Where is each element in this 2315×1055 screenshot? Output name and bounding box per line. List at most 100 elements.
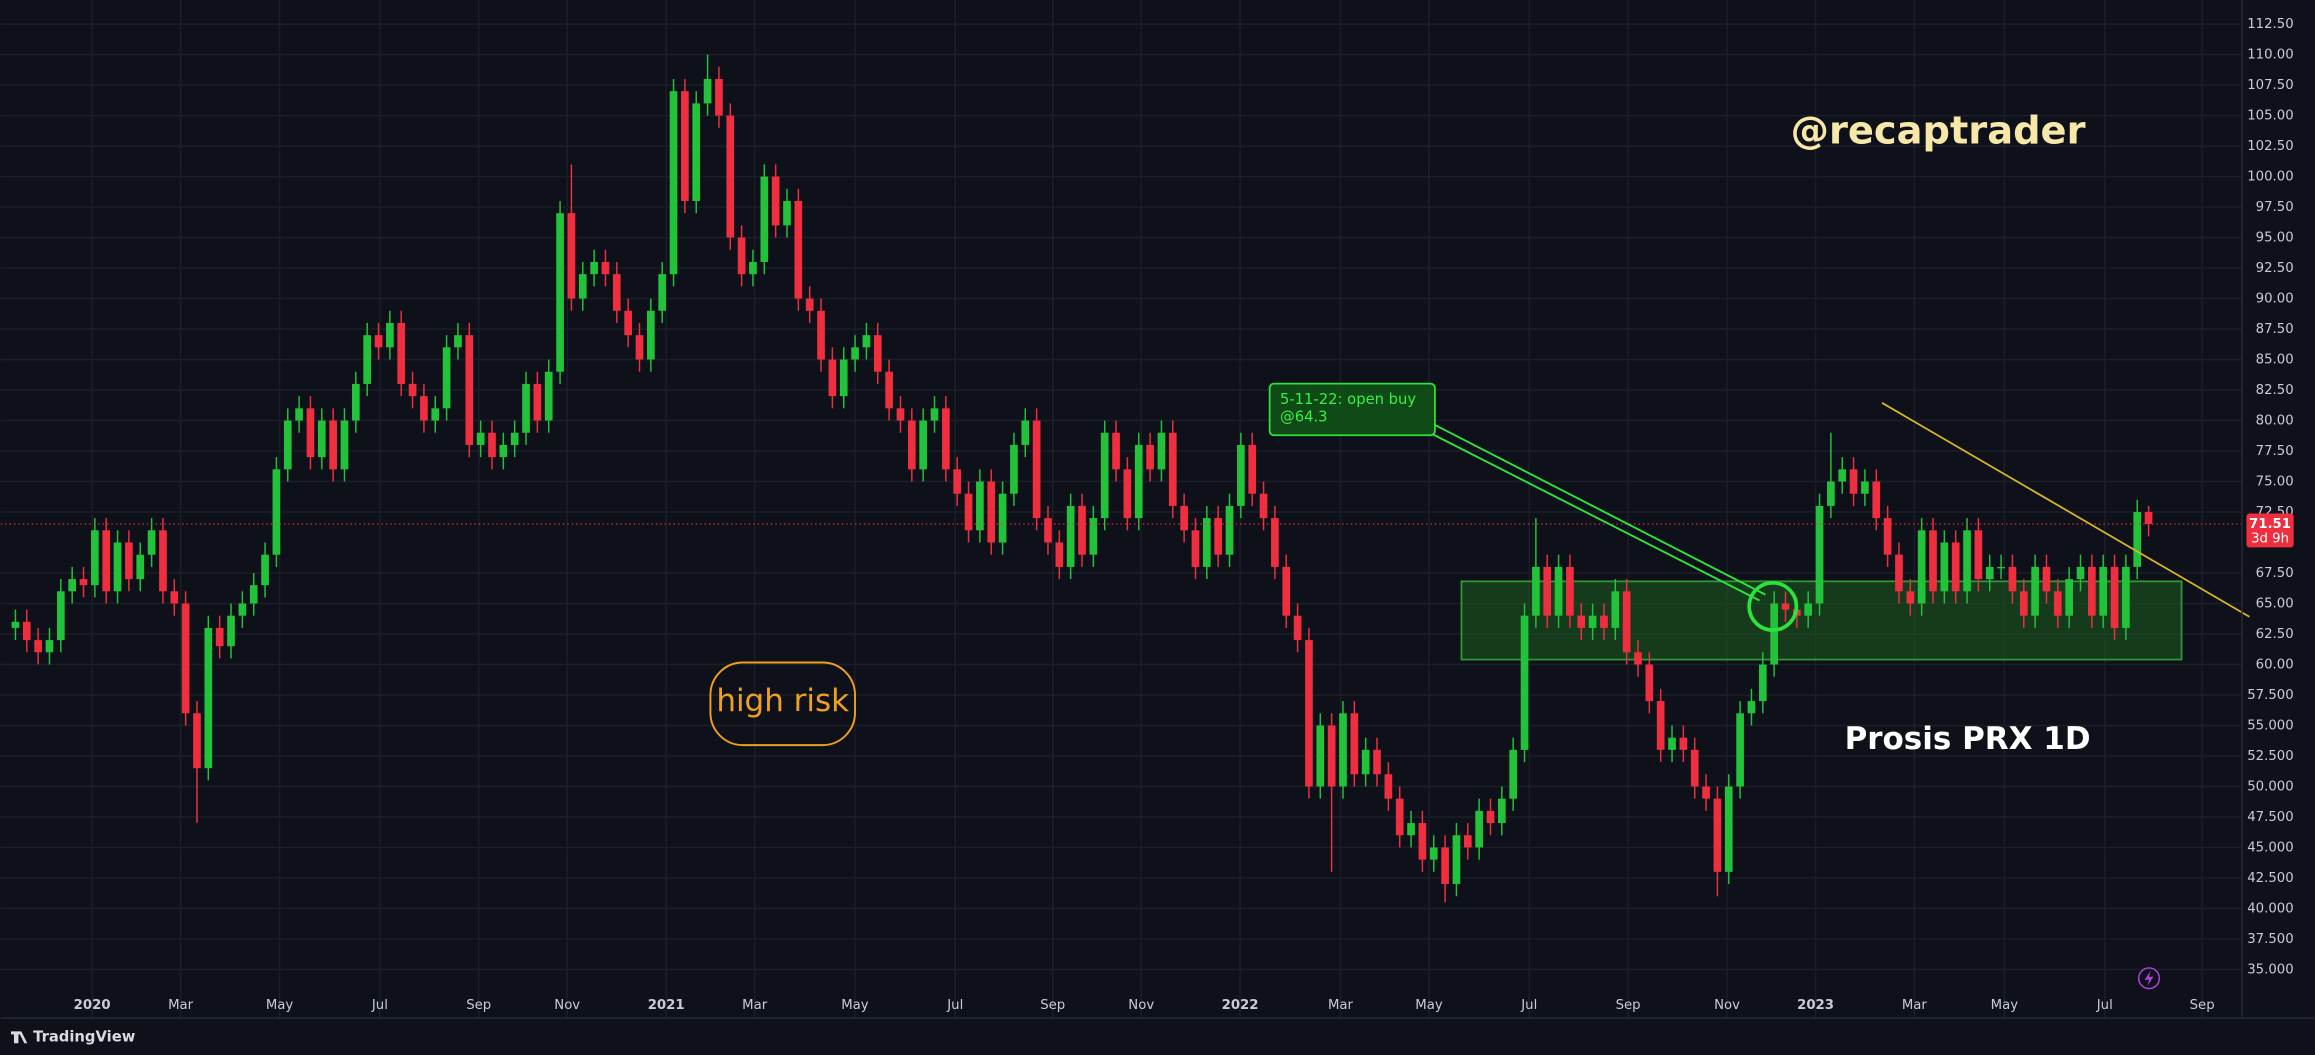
- x-tick-label: 2020: [74, 998, 111, 1013]
- candle-body: [760, 176, 769, 262]
- candle-body: [1588, 615, 1597, 628]
- candle-body: [329, 420, 337, 470]
- candle-body: [1554, 566, 1563, 616]
- x-tick-label: May: [841, 998, 869, 1013]
- candle-body: [1066, 505, 1075, 567]
- candle-body: [374, 335, 383, 348]
- candle-body: [1849, 469, 1858, 494]
- candle-body: [1395, 798, 1404, 836]
- candle-body: [465, 335, 474, 445]
- x-tick-label: Sep: [1616, 998, 1641, 1013]
- watermark: @recaptrader: [1791, 108, 2086, 153]
- callout-pointer: [1434, 424, 1766, 596]
- y-tick-label: 82.50: [2256, 383, 2294, 398]
- candle-body: [533, 383, 542, 421]
- candle-body: [2122, 566, 2130, 628]
- symbol-label: Prosis PRX 1D: [1845, 721, 2091, 757]
- candle-body: [1668, 737, 1676, 750]
- x-tick-label: Sep: [2190, 998, 2215, 1013]
- candle-body: [317, 420, 326, 458]
- countdown: 3d 9h: [2251, 532, 2289, 547]
- candle-body: [805, 298, 814, 311]
- candle-body: [601, 261, 610, 275]
- candle-body: [1690, 749, 1699, 787]
- x-tick-label: 2022: [1222, 998, 1259, 1013]
- x-tick-label: May: [1991, 998, 2019, 1013]
- candle-body: [170, 591, 179, 604]
- y-tick-label: 47.500: [2247, 810, 2293, 825]
- candle-body: [249, 585, 258, 604]
- callout-box: [1268, 382, 1436, 437]
- x-tick-label: Nov: [1128, 998, 1154, 1013]
- y-tick-label: 105.00: [2247, 109, 2293, 124]
- candle-body: [147, 530, 156, 555]
- candle-body: [159, 530, 167, 592]
- candle-body: [125, 542, 133, 580]
- candle-body: [658, 274, 667, 311]
- x-tick-label: Mar: [1902, 998, 1928, 1013]
- callout-text: 5-11-22: open buy: [1280, 391, 1416, 408]
- candle-body: [1112, 432, 1120, 470]
- candle-body: [11, 621, 20, 628]
- candle-body: [181, 603, 190, 714]
- candle-body: [1963, 530, 1971, 592]
- candle-body: [22, 621, 31, 641]
- y-tick-label: 42.500: [2247, 871, 2293, 886]
- x-tick-label: Sep: [466, 998, 491, 1013]
- candle-body: [1452, 835, 1461, 885]
- candle-body: [612, 274, 621, 311]
- candle-body: [397, 322, 406, 384]
- y-tick-label: 77.50: [2256, 444, 2294, 459]
- candle-body: [408, 383, 417, 397]
- candle-body: [1327, 725, 1336, 787]
- candle-body: [1861, 481, 1869, 494]
- candle-body: [1577, 615, 1586, 628]
- candle-body: [2099, 566, 2108, 616]
- candle-body: [1305, 640, 1313, 787]
- candle-body: [1225, 505, 1234, 555]
- candle-body: [590, 261, 598, 275]
- candle-body: [238, 603, 247, 616]
- candle-body: [885, 371, 893, 409]
- candle-body: [1271, 518, 1279, 567]
- y-tick-label: 100.00: [2247, 170, 2293, 185]
- candle-body: [1997, 566, 2005, 569]
- candle-body: [1736, 713, 1744, 787]
- x-tick-label: Nov: [1714, 998, 1740, 1013]
- candle-body: [1815, 505, 1824, 604]
- candle-body: [681, 91, 689, 201]
- brand-logo: [11, 1031, 28, 1044]
- candle-body: [431, 408, 440, 421]
- y-tick-label: 112.50: [2247, 17, 2293, 32]
- candle-body: [283, 420, 292, 470]
- candle-body: [1010, 444, 1018, 494]
- candle-body: [873, 335, 882, 372]
- x-tick-label: May: [266, 998, 294, 1013]
- alert-icon: [2137, 967, 2161, 990]
- candle-body: [726, 115, 735, 238]
- candle-body: [1758, 664, 1767, 702]
- candle-body: [749, 261, 757, 275]
- candle-body: [624, 310, 632, 336]
- candle-body: [1339, 713, 1347, 787]
- candle-body: [556, 213, 564, 372]
- y-tick-label: 67.50: [2256, 566, 2294, 581]
- candle-body: [442, 347, 451, 409]
- x-tick-label: May: [1415, 998, 1443, 1013]
- candle-body: [1951, 542, 1960, 592]
- candle-body: [2076, 566, 2085, 580]
- candle-body: [1543, 566, 1552, 616]
- x-tick-label: Mar: [168, 998, 194, 1013]
- candle-body: [1123, 469, 1132, 519]
- candle-body: [1214, 518, 1223, 555]
- candle-body: [91, 530, 99, 586]
- candle-body: [817, 310, 825, 360]
- candle-body: [976, 481, 984, 531]
- candle-body: [1724, 786, 1733, 872]
- candle-body: [45, 640, 54, 653]
- candle-body: [1429, 847, 1438, 860]
- candle-body: [2144, 512, 2153, 525]
- candle-body: [2088, 566, 2096, 616]
- candle-body: [2053, 591, 2062, 616]
- trend-line: [1881, 402, 2250, 618]
